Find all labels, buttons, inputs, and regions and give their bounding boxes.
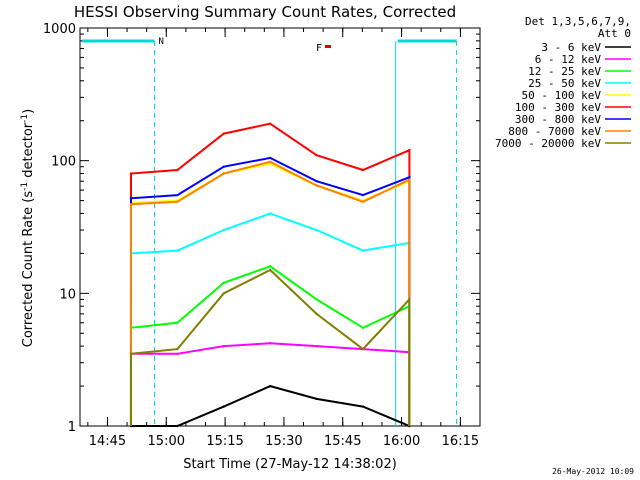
x-tick-label: 14:45 [89,434,126,449]
series-point [361,193,365,197]
series-point [269,265,272,268]
series-point [315,154,318,157]
series-point [129,197,133,200]
series-point [408,176,411,179]
series-line [129,212,411,427]
series-point [269,268,272,272]
legend-label: 6 - 12 keV [535,53,602,66]
series-point [176,200,179,203]
series-point [176,168,179,172]
y-axis: 1 10 100 1000 [43,22,480,435]
series-point [176,352,179,355]
series-point [361,200,365,203]
series-point [129,352,133,355]
x-axis: 14:45 15:00 15:15 15:30 15:45 16:00 16:15 [87,28,481,449]
series-point [222,228,225,232]
legend-label: 100 - 300 keV [515,101,601,114]
series-group [129,122,411,428]
series-point [176,347,179,351]
series-point [408,298,411,301]
y-tick-label: 10 [59,287,76,302]
y-tick-label: 100 [51,155,76,170]
series-point [269,212,272,215]
legend-label: 12 - 25 keV [528,65,601,78]
legend-header: Det 1,3,5,6,7,9, [525,15,631,28]
flag-label-f: F [316,43,322,54]
flag-label-n: N [159,37,164,47]
series-point [408,178,411,181]
series-line [129,342,411,427]
x-tick-label: 15:00 [148,434,185,449]
legend-label: 300 - 800 keV [515,113,601,126]
series-point [315,184,318,187]
series-point [408,149,411,152]
series-point [222,172,225,175]
legend-label: 50 - 100 keV [522,89,602,102]
series-line [129,268,411,427]
legend-label: 800 - 7000 keV [508,125,601,138]
series-point [269,342,272,345]
series-point [129,203,133,206]
series-point [176,321,179,324]
flare-flag-marker [325,45,331,48]
series-point [269,384,272,388]
series-point [222,344,225,348]
series-line [129,265,411,427]
series-line [129,122,411,427]
series-point [222,165,225,168]
y-axis-label: Corrected Count Rate (s-1 detector-1) [20,109,36,347]
series-point [176,249,179,252]
y-tick-label: 1000 [43,22,76,37]
series-point [129,172,133,175]
legend-header-2: Att 0 [598,27,631,40]
series-point [269,156,272,160]
series-point [361,249,365,252]
chart-title: HESSI Observing Summary Count Rates, Cor… [74,3,456,21]
series-point [315,228,318,232]
x-axis-label: Start Time (27-May-12 14:38:02) [183,457,397,472]
series-point [222,292,225,295]
series-line [130,385,410,427]
x-tick-label: 15:30 [265,434,302,449]
series-point [361,326,365,329]
legend-label: 3 - 6 keV [541,41,601,54]
series-point [361,347,365,351]
series-point [361,168,365,172]
x-tick-label: 16:00 [383,434,420,449]
series-point [176,193,179,197]
x-tick-label: 15:45 [324,434,361,449]
series-point [315,397,318,401]
plot-frame [79,27,481,427]
series-point [315,312,318,316]
series-point [315,344,318,348]
series-point [315,180,318,183]
series-point [315,298,318,301]
series-point [269,160,272,163]
series-point [222,132,225,135]
x-tick-label: 15:15 [206,434,243,449]
series-point [222,281,225,284]
legend-label: 7000 - 20000 keV [495,137,601,150]
legend-label: 25 - 50 keV [528,77,601,90]
x-tick-label: 16:15 [442,434,479,449]
series-point [361,405,365,408]
series-point [176,424,179,428]
series-point [222,405,225,408]
series-point [269,122,272,125]
timestamp: 26-May-2012 10:09 [552,467,634,476]
y-tick-label: 1 [68,420,76,435]
observing-flags: NF [82,37,457,426]
